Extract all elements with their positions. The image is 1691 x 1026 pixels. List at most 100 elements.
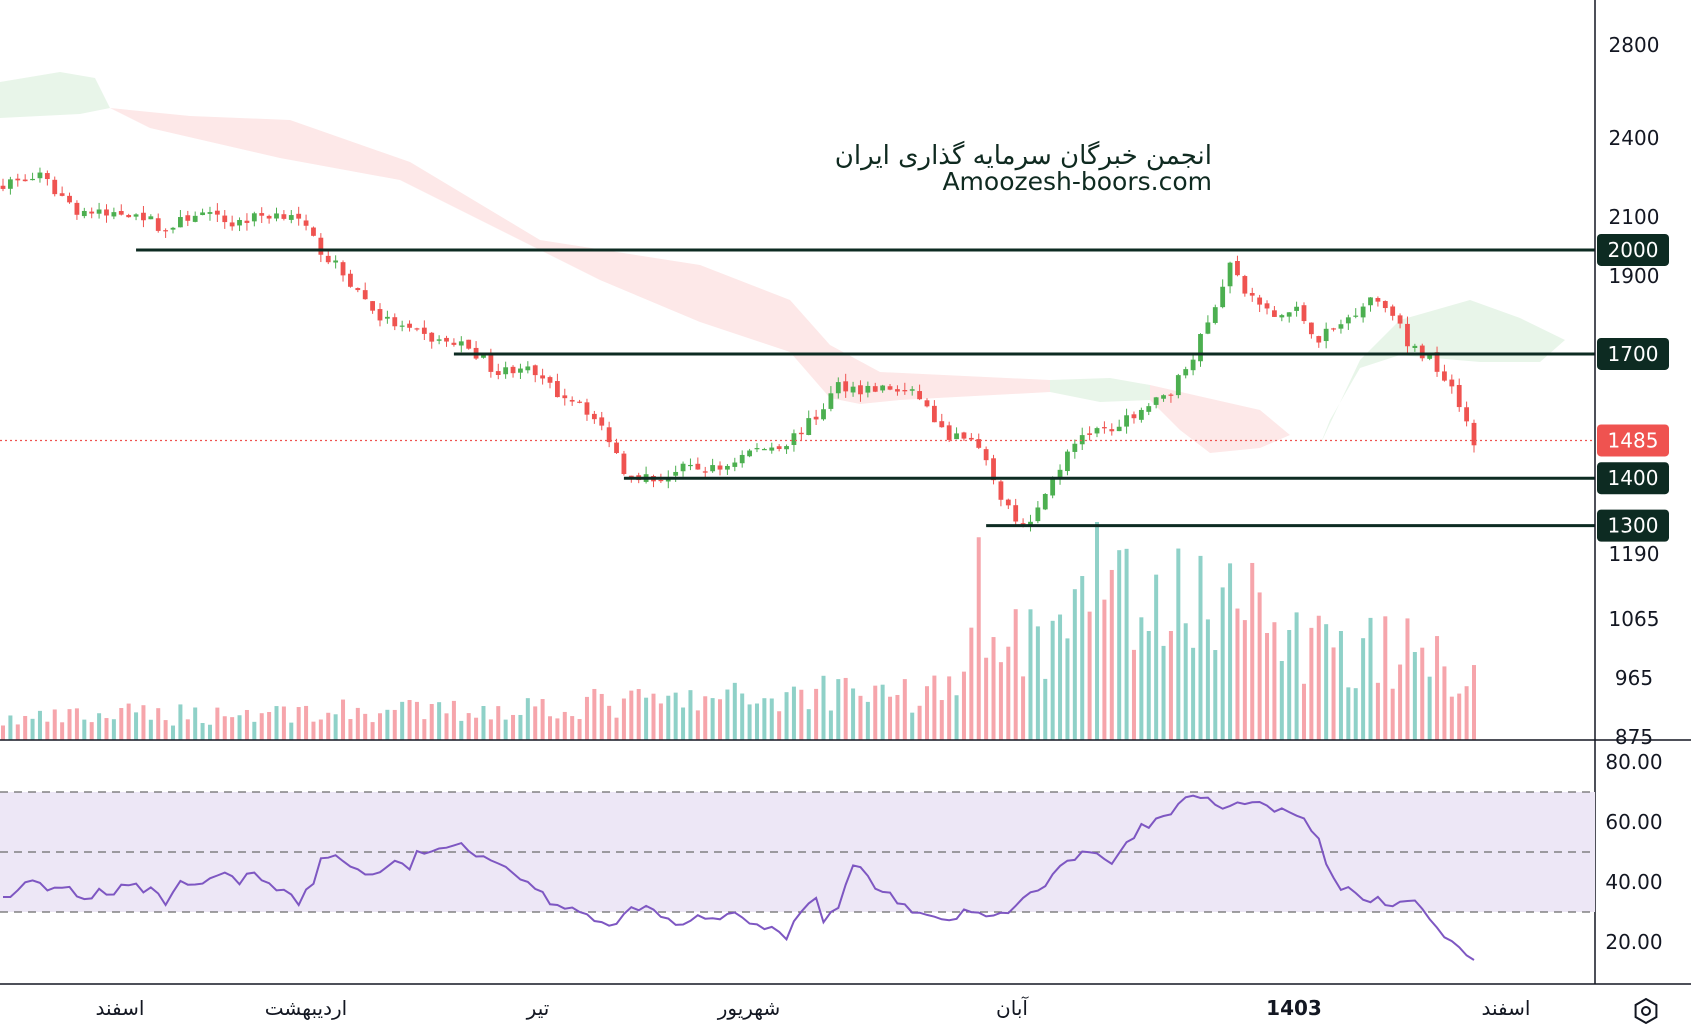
volume-bar	[1435, 636, 1440, 740]
cloud-segment	[1050, 378, 1150, 402]
candle-body	[458, 341, 464, 346]
candle-body	[155, 218, 161, 231]
volume-bar	[1420, 647, 1425, 740]
candle-body	[414, 328, 420, 330]
candle-body	[939, 421, 945, 428]
volume-bar	[1124, 548, 1129, 740]
candle-body	[858, 385, 863, 395]
volume-bar	[947, 676, 952, 740]
candle-body	[1294, 306, 1299, 311]
volume-bar	[267, 711, 272, 740]
volume-bar	[673, 692, 678, 740]
volume-bar	[769, 698, 774, 740]
cloud-segment	[1320, 300, 1565, 445]
candle-body	[1456, 384, 1462, 408]
candle-body	[384, 316, 390, 319]
volume-bar	[688, 690, 693, 740]
candle-body	[1442, 371, 1447, 381]
volume-bar	[163, 720, 168, 740]
volume-bar	[451, 700, 456, 740]
candle-body	[1042, 494, 1048, 510]
volume-bar	[1058, 614, 1063, 740]
volume-bar	[341, 699, 346, 740]
volume-bar	[1220, 587, 1225, 740]
candle-body	[584, 402, 590, 415]
candle-body	[872, 386, 878, 392]
settings-hexagon-icon[interactable]	[1634, 997, 1658, 1025]
volume-bar	[1361, 638, 1366, 740]
candle-body	[525, 366, 531, 371]
candle-body	[488, 353, 494, 372]
volume-bar	[1464, 686, 1469, 740]
candle-body	[303, 220, 309, 226]
volume-bar	[400, 701, 405, 740]
volume-bar	[52, 709, 57, 740]
volume-bar	[599, 693, 604, 740]
candle-body	[1146, 406, 1152, 412]
volume-bar	[821, 675, 826, 740]
level-tag-text: 1700	[1608, 342, 1659, 366]
volume-bar	[385, 709, 390, 740]
volume-bar	[540, 699, 545, 740]
candle-body	[163, 230, 169, 232]
candle-body	[606, 427, 612, 443]
volume-bar	[289, 722, 294, 740]
volume-bar	[1213, 650, 1218, 740]
price-tick-label: 2100	[1609, 205, 1660, 229]
volume-bar	[437, 702, 442, 740]
candle-body	[1345, 317, 1351, 324]
volume-bar	[141, 705, 146, 740]
time-tick-label: شهریور	[717, 996, 781, 1020]
last-price-tag-text: 1485	[1608, 428, 1659, 452]
candle-body	[732, 462, 738, 467]
price-tick-label: 965	[1615, 666, 1653, 690]
volume-bar	[651, 693, 656, 740]
candle-body	[451, 342, 457, 345]
rsi-tick-label: 40.00	[1605, 870, 1662, 894]
volume-bar	[754, 703, 759, 740]
candle-body	[178, 217, 183, 228]
volume-bar	[348, 719, 353, 740]
cloud-segment	[1150, 385, 1290, 453]
volume-bar	[1398, 664, 1403, 740]
volume-bar	[828, 710, 833, 740]
level-tag	[1597, 233, 1669, 266]
candle-body	[725, 465, 730, 470]
candle-body	[392, 317, 398, 327]
volume-bar	[917, 705, 922, 740]
rsi-tick-label: 20.00	[1605, 930, 1662, 954]
time-tick-label: آبان	[996, 995, 1029, 1020]
volume-bar	[274, 706, 279, 740]
candle-body	[1079, 435, 1085, 445]
cloud-segment	[0, 72, 110, 118]
volume-bar	[1265, 632, 1270, 740]
volume-bar	[762, 698, 767, 740]
volume-bar	[37, 710, 42, 740]
candle-body	[333, 260, 339, 263]
candle-body	[1368, 297, 1373, 306]
volume-bar	[703, 696, 708, 740]
candle-body	[0, 185, 6, 189]
candle-body	[976, 439, 982, 448]
candle-body	[495, 371, 501, 375]
volume-bar	[60, 722, 65, 740]
candle-body	[946, 425, 952, 440]
candle-body	[1153, 397, 1159, 405]
candle-body	[444, 337, 449, 342]
candle-body	[518, 368, 523, 373]
volume-bar	[984, 657, 989, 740]
volume-bar	[1006, 646, 1011, 740]
candle-body	[1138, 409, 1144, 420]
candle-body	[96, 209, 102, 214]
candle-body	[1353, 315, 1359, 317]
volume-bar	[1301, 683, 1306, 740]
price-axis-labels: 2800240021001900135011901065965875	[1609, 33, 1660, 749]
volume-bar	[8, 715, 13, 740]
volume-bar	[614, 717, 619, 740]
volume-bar	[119, 708, 124, 740]
volume-bar	[939, 700, 944, 740]
candle-body	[1471, 422, 1477, 446]
volume-bar	[1427, 676, 1432, 740]
candle-body	[1094, 428, 1100, 434]
